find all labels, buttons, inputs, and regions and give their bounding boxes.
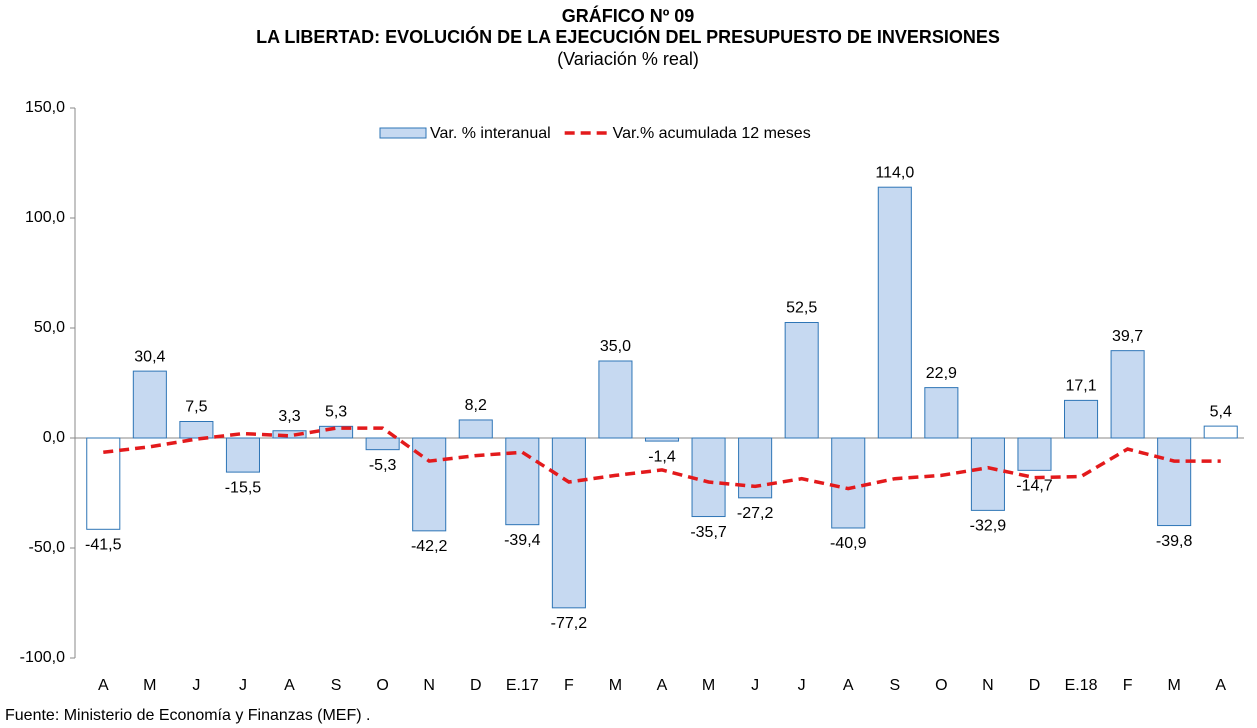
source: Fuente: Ministerio de Economía y Finanza… (5, 707, 370, 724)
bar (970, 437, 1005, 511)
x-tick-label: A (657, 677, 668, 694)
y-tick-label: 50,0 (34, 319, 65, 336)
value-label: 35,0 (600, 338, 631, 355)
bar (272, 430, 307, 439)
value-label: -39,8 (1156, 533, 1193, 550)
bar (86, 437, 121, 530)
x-tick-label: F (1123, 677, 1133, 694)
chart-subtitle: LA LIBERTAD: EVOLUCIÓN DE LA EJECUCIÓN D… (256, 26, 1000, 47)
x-tick-label: A (843, 677, 854, 694)
line (103, 426, 1221, 491)
bar (924, 387, 959, 439)
value-label: -39,4 (504, 532, 541, 549)
x-tick-label: N (982, 677, 994, 694)
value-label: 5,4 (1210, 403, 1232, 420)
y-tick-label: -50,0 (29, 539, 66, 556)
x-tick-label: M (1167, 677, 1180, 694)
value-label: -41,5 (85, 537, 122, 554)
x-tick-label: E.18 (1065, 677, 1098, 694)
value-label: 22,9 (926, 365, 957, 382)
legend-label: Var.% acumulada 12 meses (613, 125, 811, 142)
x-tick-label: A (98, 677, 109, 694)
bar (365, 437, 400, 451)
value-label: -14,7 (1016, 478, 1053, 495)
value-label: 17,1 (1065, 378, 1096, 395)
value-label: 39,7 (1112, 328, 1143, 345)
value-label: -15,5 (225, 479, 262, 496)
bar (132, 370, 167, 439)
x-tick-label: F (564, 677, 574, 694)
value-label: 52,5 (786, 300, 817, 317)
bar (644, 437, 680, 442)
legend-label: Var. % interanual (430, 125, 551, 142)
bar (1110, 350, 1145, 439)
bar (738, 437, 773, 499)
chart-title: GRÁFICO Nº 09 (562, 5, 695, 26)
x-tick-label: A (1215, 677, 1226, 694)
value-label: -40,9 (830, 535, 867, 552)
x-tick-label: S (331, 677, 342, 694)
x-tick-label: A (284, 677, 295, 694)
x-tick-label: O (376, 677, 388, 694)
value-label: 5,3 (325, 404, 347, 421)
x-tick-label: S (889, 677, 900, 694)
x-tick-label: D (1029, 677, 1041, 694)
x-tick-label: J (751, 677, 759, 694)
bar (551, 437, 586, 609)
y-tick-label: -100,0 (20, 649, 65, 666)
value-label: -32,9 (970, 518, 1007, 535)
value-label: -27,2 (737, 505, 774, 522)
value-label: -77,2 (551, 615, 588, 632)
y-tick-label: 150,0 (25, 99, 65, 116)
x-tick-label: M (143, 677, 156, 694)
bar (225, 437, 260, 473)
value-label: -35,7 (690, 524, 727, 541)
x-tick-label: M (702, 677, 715, 694)
bar (458, 419, 493, 439)
value-label: 3,3 (278, 408, 300, 425)
bar (784, 322, 819, 439)
value-label: -5,3 (369, 457, 397, 474)
value-label: -42,2 (411, 538, 448, 555)
bar (1203, 425, 1238, 439)
value-label: 114,0 (875, 164, 914, 181)
value-label: 7,5 (185, 399, 207, 416)
bar (505, 437, 540, 526)
x-tick-label: J (239, 677, 247, 694)
bar (179, 421, 214, 439)
x-tick-label: J (192, 677, 200, 694)
legend-swatch (379, 127, 427, 139)
x-tick-label: N (423, 677, 435, 694)
bar (831, 437, 866, 529)
x-tick-label: D (470, 677, 482, 694)
bar (598, 360, 633, 439)
unit-note: (Variación % real) (557, 49, 699, 69)
x-tick-label: O (935, 677, 947, 694)
x-tick-label: E.17 (506, 677, 539, 694)
x-tick-label: M (609, 677, 622, 694)
value-label: 30,4 (134, 348, 165, 365)
y-tick-label: 0,0 (43, 429, 65, 446)
bar (1157, 437, 1192, 527)
value-label: 8,2 (465, 397, 487, 414)
y-tick-label: 100,0 (25, 209, 65, 226)
bar (877, 186, 912, 439)
value-label: -1,4 (648, 448, 676, 465)
bar (1017, 437, 1052, 471)
x-tick-label: J (798, 677, 806, 694)
bar (1064, 399, 1099, 439)
